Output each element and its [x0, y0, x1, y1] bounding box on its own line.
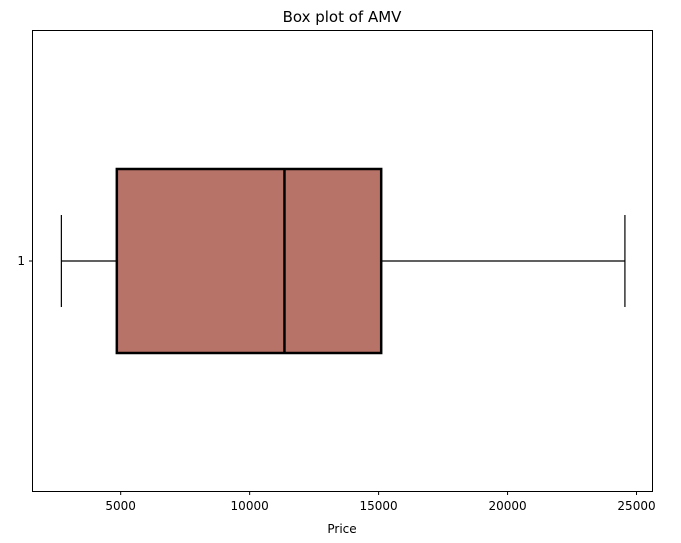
- chart-title: Box plot of AMV: [283, 8, 403, 26]
- x-axis-label: Price: [327, 522, 356, 536]
- x-tick-label: 15000: [360, 499, 398, 513]
- x-tick-label: 10000: [231, 499, 269, 513]
- x-tick-label: 20000: [488, 499, 526, 513]
- x-tick-label: 25000: [617, 499, 655, 513]
- box-iqr: [115, 167, 383, 355]
- y-tick-label: 1: [17, 254, 25, 268]
- x-tick-label: 5000: [105, 499, 136, 513]
